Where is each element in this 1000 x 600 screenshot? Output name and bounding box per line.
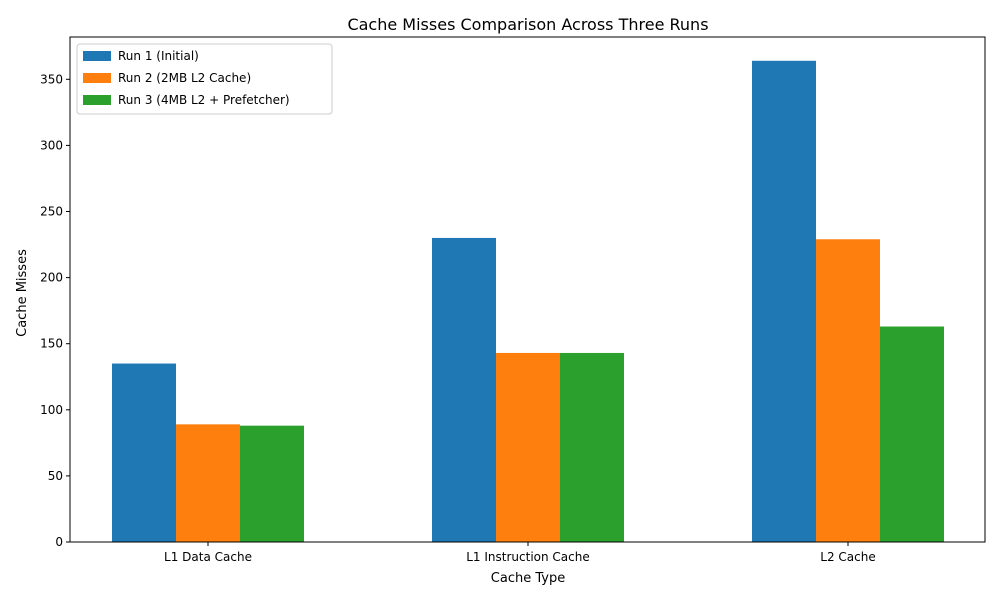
legend-label: Run 2 (2MB L2 Cache) [118, 71, 251, 85]
y-tick-label: 350 [40, 72, 63, 86]
bar [432, 237, 496, 542]
legend-swatch [83, 95, 111, 105]
y-tick-label: 0 [55, 535, 63, 549]
x-axis-label: Cache Type [491, 571, 565, 586]
x-tick-label: L1 Instruction Cache [466, 550, 590, 564]
y-tick-label: 300 [40, 138, 63, 152]
bar [176, 424, 240, 542]
bar [560, 352, 624, 542]
x-tick-label: L2 Cache [820, 550, 875, 564]
bar [816, 239, 880, 542]
legend: Run 1 (Initial) Run 2 (2MB L2 Cache) Run 3… [76, 43, 333, 115]
legend-swatch [83, 73, 111, 83]
bars-group [112, 60, 944, 543]
y-tick-label: 250 [40, 205, 63, 219]
bar [240, 425, 304, 542]
bar [752, 60, 816, 543]
y-tick-label: 100 [40, 403, 63, 417]
x-tick-label: L1 Data Cache [164, 550, 252, 564]
legend-label: Run 1 (Initial) [118, 49, 199, 63]
legend-swatch [83, 51, 111, 61]
legend-box [76, 43, 333, 115]
chart-title: Cache Misses Comparison Across Three Run… [347, 15, 708, 34]
bar [880, 326, 944, 542]
y-axis-label: Cache Misses [15, 249, 30, 337]
y-tick-label: 150 [40, 337, 63, 351]
y-tick-label: 200 [40, 271, 63, 285]
y-tick-label: 50 [48, 469, 63, 483]
bar [496, 352, 560, 542]
legend-label: Run 3 (4MB L2 + Prefetcher) [118, 93, 290, 107]
axes-group: 0 50 100 150 200 250 300 350 L1 Data Cache L1 Ins… [40, 36, 986, 564]
bar [112, 363, 176, 542]
